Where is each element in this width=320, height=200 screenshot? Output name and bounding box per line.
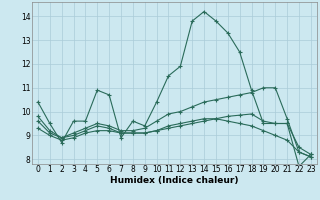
X-axis label: Humidex (Indice chaleur): Humidex (Indice chaleur) xyxy=(110,176,239,185)
